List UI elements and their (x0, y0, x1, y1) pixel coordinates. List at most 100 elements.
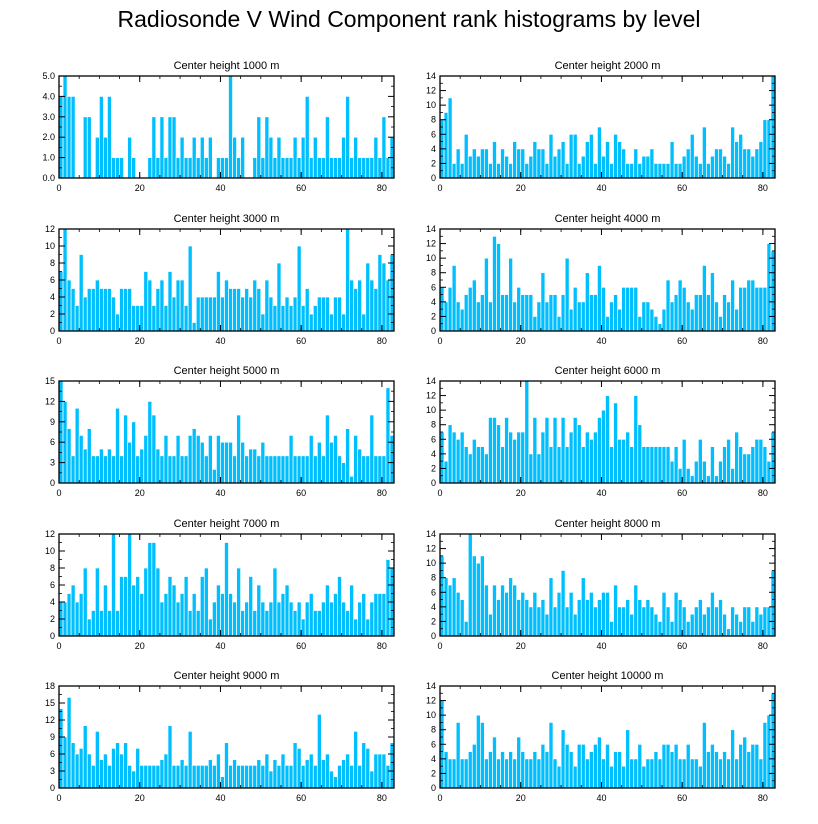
y-tick-label: 6 (50, 749, 55, 759)
y-tick-label: 2 (431, 463, 436, 473)
y-tick-label: 6 (50, 437, 55, 447)
bar (135, 747, 141, 789)
bar (131, 305, 137, 332)
y-tick-label: 4 (431, 449, 436, 459)
bar (520, 751, 526, 789)
bar (312, 764, 318, 789)
bar (552, 758, 558, 789)
bar (762, 722, 768, 789)
panel-title: Center height 8000 m (555, 518, 661, 530)
bar (447, 758, 453, 789)
bar (762, 606, 768, 637)
bar (276, 601, 282, 637)
bar (333, 593, 338, 637)
bar (689, 758, 695, 789)
bar (544, 163, 550, 179)
panel-title: Center height 4000 m (555, 213, 661, 225)
bar (697, 765, 703, 789)
y-tick-label: 12 (426, 86, 436, 96)
bar (532, 141, 538, 179)
bar (613, 133, 618, 179)
bar (710, 743, 715, 789)
x-tick-label: 60 (296, 183, 306, 193)
bar (316, 441, 322, 484)
bar (689, 133, 695, 179)
bar (260, 157, 266, 179)
y-tick-label: 8 (431, 115, 436, 125)
bar (706, 163, 711, 179)
bar (641, 301, 647, 332)
bar (220, 441, 225, 484)
bar (236, 157, 241, 179)
bar (78, 593, 84, 637)
bar (203, 764, 209, 789)
bar (159, 601, 165, 637)
bar (512, 141, 518, 179)
bar (443, 460, 449, 484)
x-tick-label: 80 (377, 183, 387, 193)
bar (199, 441, 205, 484)
bar (516, 148, 522, 179)
bar (212, 469, 217, 484)
bar (86, 116, 92, 179)
bar (288, 157, 294, 179)
bar (657, 621, 663, 637)
bar (329, 313, 334, 332)
bar (726, 301, 731, 332)
bar (381, 753, 387, 789)
bar (304, 759, 310, 789)
y-tick-label: 10 (45, 241, 55, 251)
bar (187, 610, 193, 637)
bar (337, 296, 342, 332)
bar (685, 621, 691, 637)
bar (738, 743, 744, 789)
bar (693, 606, 699, 637)
bar (601, 591, 606, 637)
bar (601, 409, 606, 484)
y-tick-label: 1.0 (42, 153, 55, 163)
bar (147, 764, 153, 789)
y-tick-label: 2 (50, 614, 55, 624)
bar (187, 730, 193, 789)
bar (167, 725, 173, 789)
y-tick-label: 6 (431, 129, 436, 139)
bar (159, 279, 165, 332)
bar (320, 601, 326, 637)
y-tick-label: 12 (45, 715, 55, 725)
bar (119, 753, 124, 789)
bar (746, 606, 752, 637)
bar (220, 593, 225, 637)
bar (556, 446, 562, 484)
bar (730, 468, 735, 484)
bar (345, 96, 350, 179)
bar (203, 296, 209, 332)
y-tick-label: 2.0 (42, 132, 55, 142)
bar (264, 116, 270, 179)
bar (228, 593, 233, 637)
bar (455, 438, 461, 484)
bar (341, 759, 346, 789)
bar (649, 148, 655, 179)
bar (512, 301, 518, 332)
bar (701, 613, 707, 637)
bar (82, 116, 88, 179)
bar (645, 446, 651, 484)
x-tick-label: 60 (677, 183, 687, 193)
bar (381, 262, 387, 332)
bar (139, 593, 145, 637)
x-tick-label: 0 (56, 336, 61, 346)
bar (681, 438, 687, 484)
bar (119, 157, 124, 179)
bar (228, 288, 233, 332)
y-tick-label: 9 (50, 417, 55, 427)
panel-6: Center height 6000 m 0 20 40 60 80 0 2 4 6 8 10 12 14 (426, 365, 776, 498)
bar (171, 296, 177, 332)
bar (256, 116, 262, 179)
x-tick-label: 40 (215, 641, 225, 651)
bar (762, 119, 768, 179)
bar (605, 743, 610, 789)
bar (369, 414, 375, 484)
bar (341, 136, 346, 179)
bar (593, 163, 598, 179)
